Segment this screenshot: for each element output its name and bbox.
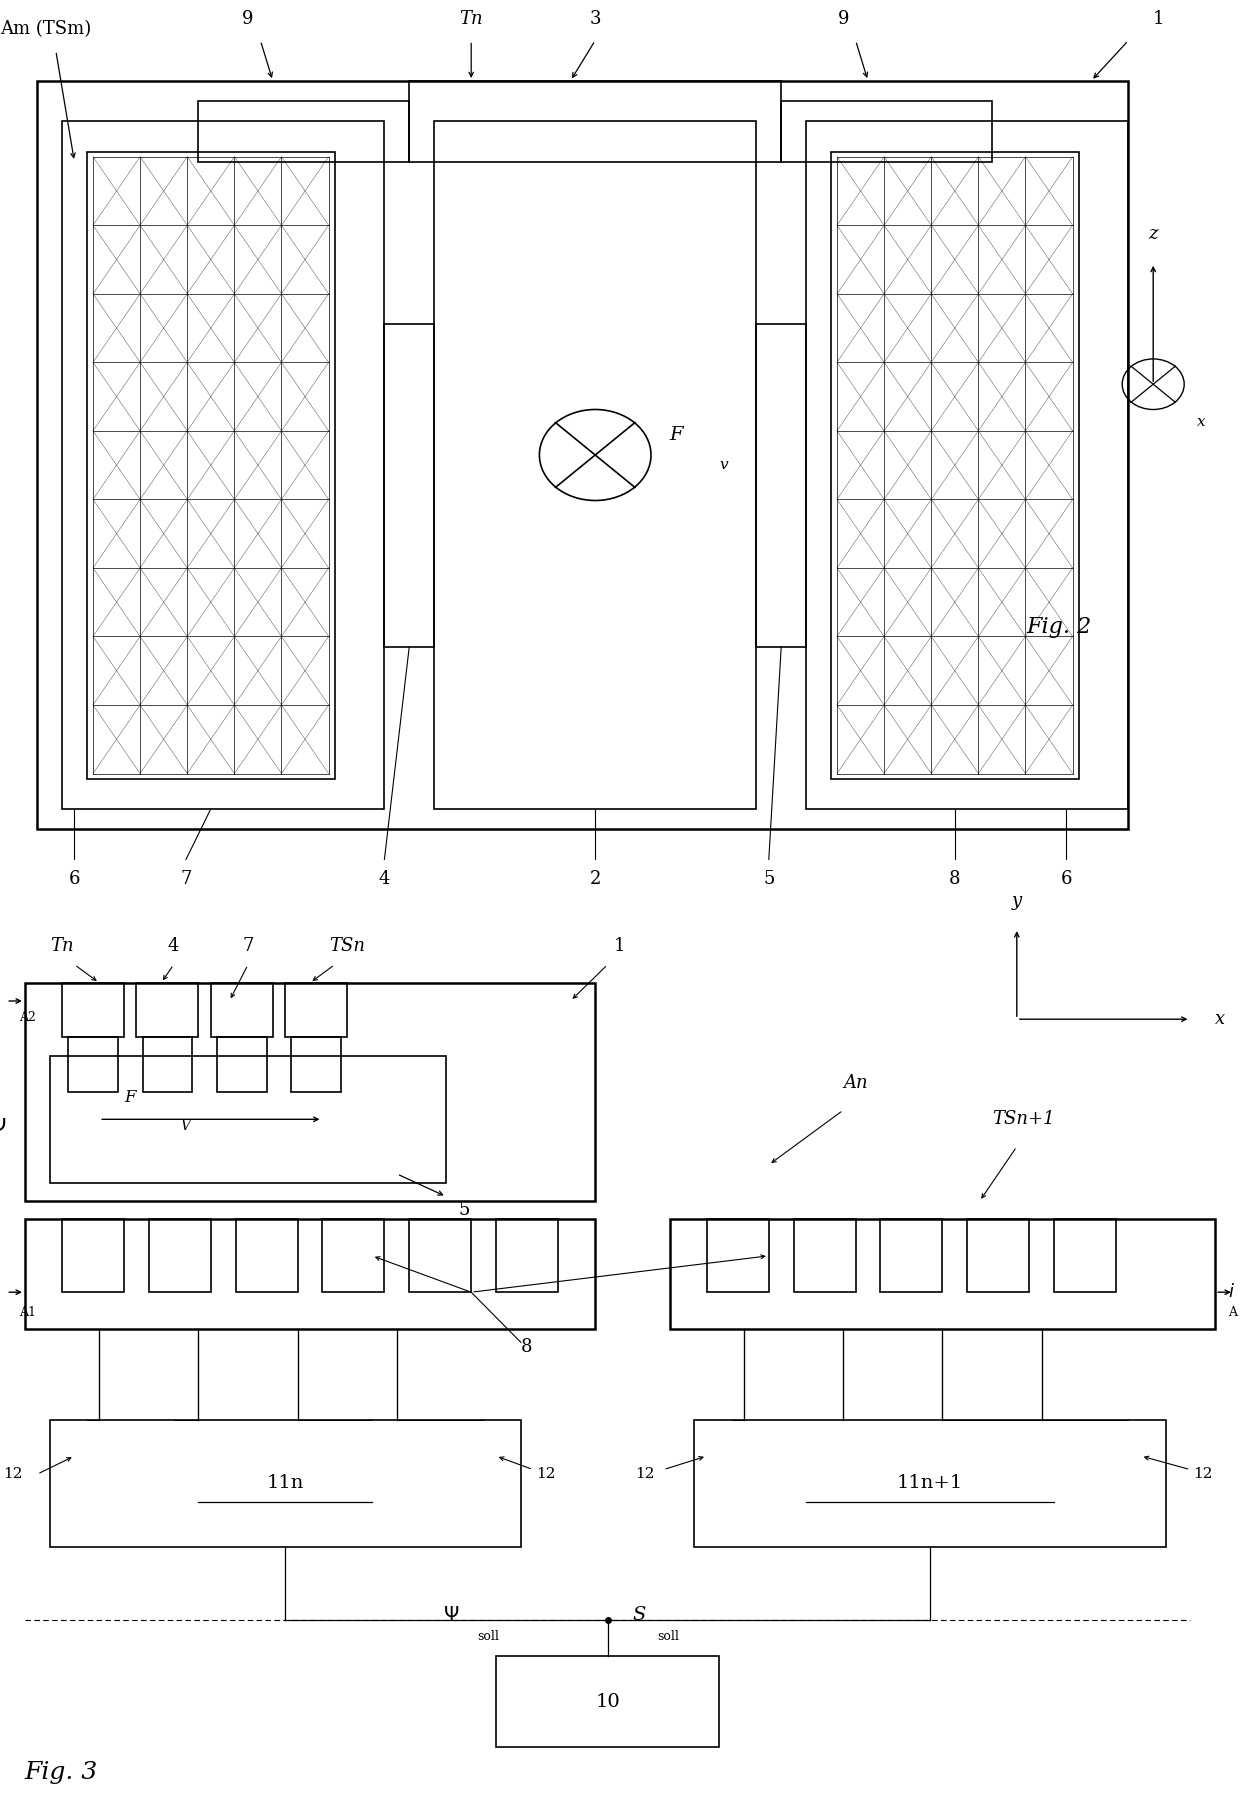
Bar (143, 1037, 192, 1092)
Text: $i$: $i$ (1228, 1283, 1235, 1301)
Bar (496, 1656, 719, 1747)
Text: 10: 10 (595, 1693, 620, 1711)
Text: 2: 2 (589, 870, 601, 888)
Text: 6: 6 (1060, 870, 1073, 888)
Bar (25, 983, 595, 1201)
Text: A: A (1228, 1307, 1236, 1320)
Text: 1: 1 (1153, 11, 1164, 27)
Text: A1: A1 (19, 1307, 36, 1320)
Text: 12: 12 (536, 1467, 556, 1481)
Bar (50, 1056, 446, 1183)
Bar (707, 1219, 769, 1292)
Bar (831, 151, 1079, 779)
Text: 11n: 11n (267, 1474, 304, 1492)
Text: 9: 9 (242, 11, 254, 27)
Bar (1054, 1219, 1116, 1292)
Bar (806, 122, 1128, 808)
Text: 8: 8 (521, 1338, 532, 1356)
Bar (217, 1037, 267, 1092)
Bar (25, 1219, 595, 1329)
Bar (68, 1037, 118, 1092)
Bar (967, 1219, 1029, 1292)
Bar (694, 1420, 1166, 1547)
Text: 5: 5 (763, 870, 775, 888)
Bar (384, 324, 434, 648)
Text: S: S (632, 1607, 646, 1623)
Text: 12: 12 (2, 1467, 22, 1481)
Text: 9: 9 (837, 11, 849, 27)
Bar (496, 1219, 558, 1292)
Text: TSn: TSn (329, 937, 366, 956)
Text: TSn+1: TSn+1 (992, 1110, 1055, 1128)
Bar (87, 151, 335, 779)
Bar (50, 1420, 521, 1547)
Text: V: V (180, 1119, 190, 1134)
Text: v: v (719, 459, 728, 471)
Bar (62, 1219, 124, 1292)
Text: soll: soll (657, 1629, 680, 1642)
Bar (37, 80, 1128, 830)
Text: Am (TSm): Am (TSm) (0, 20, 92, 38)
Bar (756, 324, 806, 648)
Bar (136, 983, 198, 1037)
Bar (409, 1219, 471, 1292)
Text: 6: 6 (68, 870, 81, 888)
Bar (322, 1219, 384, 1292)
Text: 7: 7 (242, 937, 254, 956)
Text: 5: 5 (459, 1201, 470, 1219)
Text: 11n+1: 11n+1 (897, 1474, 963, 1492)
Text: z: z (1148, 224, 1158, 242)
Text: $\Psi$: $\Psi$ (0, 1119, 6, 1138)
Text: 3: 3 (589, 11, 601, 27)
Bar (149, 1219, 211, 1292)
Bar (670, 1219, 1215, 1329)
Text: x: x (1197, 415, 1205, 428)
Text: 7: 7 (180, 870, 192, 888)
Text: An: An (843, 1074, 868, 1092)
Text: 8: 8 (949, 870, 961, 888)
Bar (434, 122, 756, 808)
Bar (794, 1219, 856, 1292)
Text: 4: 4 (167, 937, 180, 956)
Bar (880, 1219, 942, 1292)
Text: x: x (1215, 1010, 1225, 1028)
Text: soll: soll (477, 1629, 500, 1642)
Text: 4: 4 (378, 870, 391, 888)
Text: Fig. 2: Fig. 2 (1025, 615, 1091, 637)
Bar (236, 1219, 298, 1292)
Text: A2: A2 (19, 1010, 36, 1023)
Text: 12: 12 (1193, 1467, 1213, 1481)
Text: Tn: Tn (50, 937, 74, 956)
Bar (781, 102, 992, 162)
Bar (62, 122, 384, 808)
Text: F: F (670, 426, 683, 444)
Text: Tn: Tn (459, 11, 484, 27)
Bar (409, 80, 781, 162)
Text: $\Psi$: $\Psi$ (443, 1605, 459, 1623)
Bar (291, 1037, 341, 1092)
Text: y: y (1012, 892, 1022, 910)
Bar (198, 102, 409, 162)
Text: 12: 12 (635, 1467, 655, 1481)
Bar (62, 983, 124, 1037)
Bar (285, 983, 347, 1037)
Text: 1: 1 (614, 937, 626, 956)
Text: Fig. 3: Fig. 3 (25, 1760, 98, 1784)
Bar (211, 983, 273, 1037)
Text: F: F (124, 1088, 135, 1105)
